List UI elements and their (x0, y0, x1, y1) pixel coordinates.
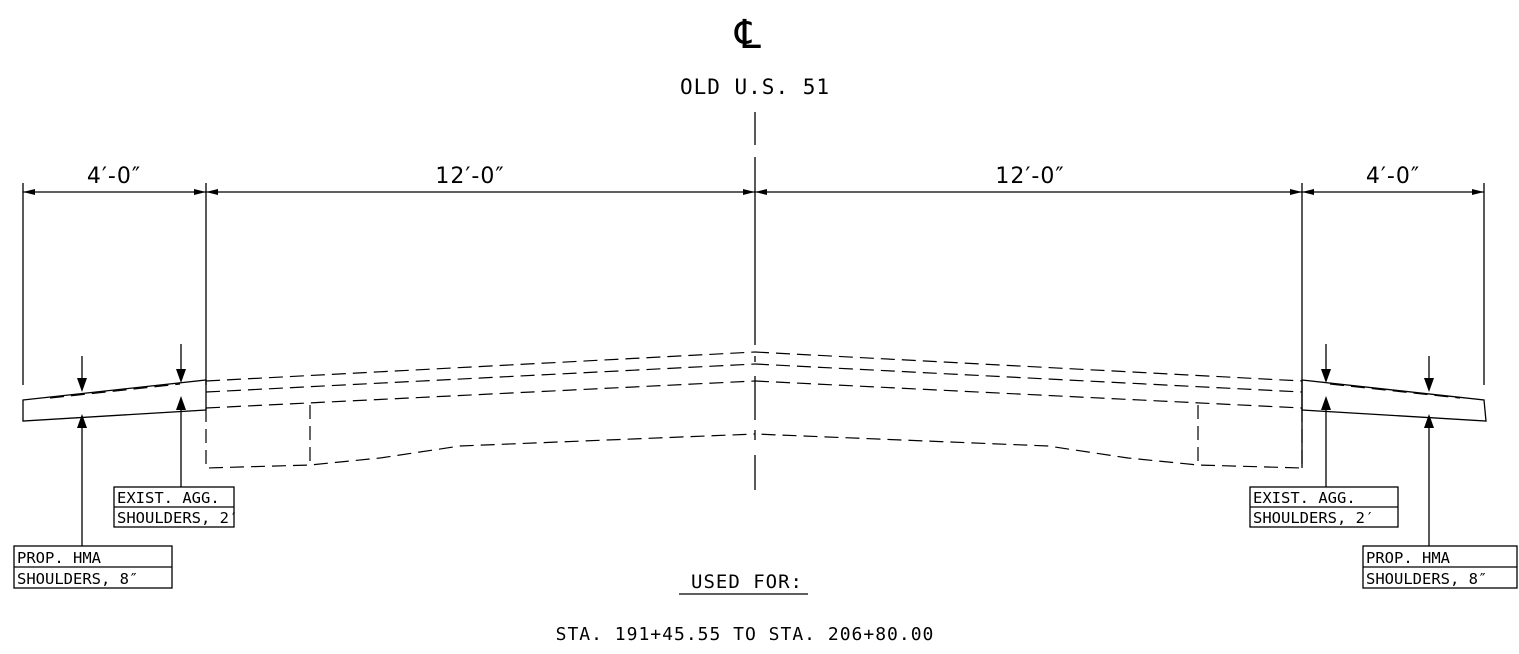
label-line: PROP. HMA (17, 549, 102, 567)
dimension-chain (22, 183, 1485, 468)
label-prop-hma-right: PROP. HMA SHOULDERS, 8″ (1362, 545, 1518, 589)
centerline-symbol: ℄ (734, 12, 761, 58)
label-line: PROP. HMA (1366, 549, 1451, 567)
station-range: STA. 191+45.55 TO STA. 206+80.00 (556, 624, 935, 645)
dim-left-lane: 12′-0″ (435, 164, 504, 189)
label-prop-hma-left: PROP. HMA SHOULDERS, 8″ (13, 545, 173, 589)
label-line: SHOULDERS, 8″ (17, 570, 138, 588)
left-shoulder (22, 344, 207, 546)
label-exist-agg-right: EXIST. AGG. SHOULDERS, 2′ (1249, 486, 1399, 528)
road-name: OLD U.S. 51 (680, 75, 830, 99)
label-line: SHOULDERS, 2′ (117, 509, 238, 527)
label-line: SHOULDERS, 8″ (1366, 570, 1487, 588)
dim-left-shoulder: 4′-0″ (87, 164, 141, 189)
dim-right-shoulder: 4′-0″ (1366, 164, 1420, 189)
label-line: EXIST. AGG. (117, 489, 220, 507)
label-line: EXIST. AGG. (1253, 489, 1356, 507)
existing-pavement (205, 351, 1303, 469)
label-line: SHOULDERS, 2′ (1253, 509, 1374, 527)
used-for-heading: USED FOR: (691, 571, 803, 593)
dim-right-lane: 12′-0″ (995, 164, 1064, 189)
right-shoulder (1301, 344, 1487, 546)
label-exist-agg-left: EXIST. AGG. SHOULDERS, 2′ (113, 486, 238, 528)
